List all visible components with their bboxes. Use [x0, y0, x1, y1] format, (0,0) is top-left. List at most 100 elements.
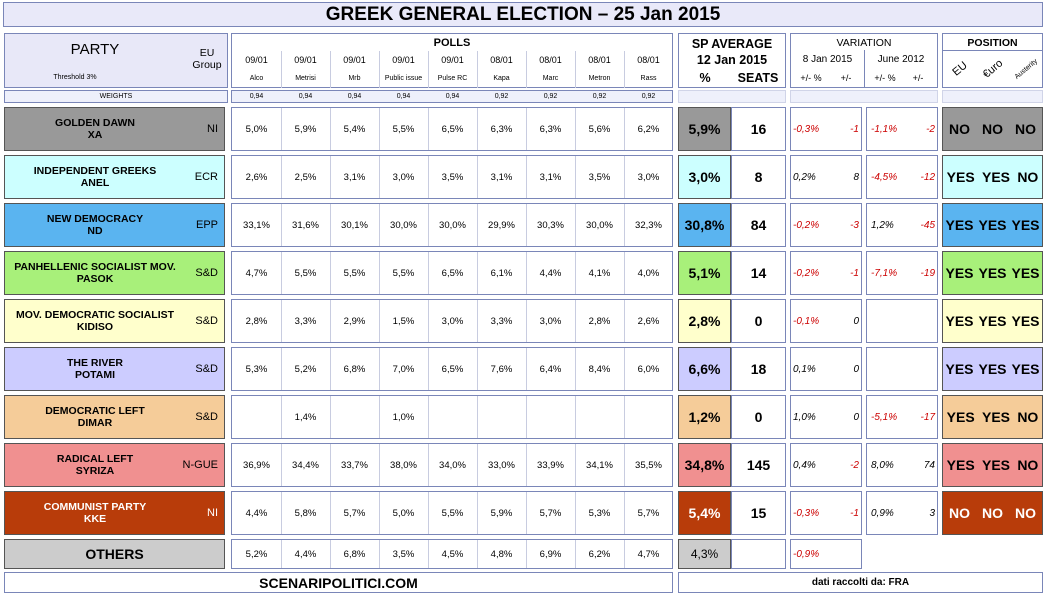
variation-june2012: -1,1% -2 [866, 107, 938, 151]
poll-divider [526, 540, 527, 568]
poll-institute: Metrisi [295, 74, 316, 82]
poll-value: 30,1% [341, 219, 368, 231]
poll-value: 5,5% [441, 507, 464, 519]
poll-value: 7,0% [392, 363, 415, 375]
poll-value: 33,9% [537, 459, 564, 471]
position-row: YES YES YES [942, 251, 1043, 295]
poll-divider [526, 300, 527, 342]
variation-title: VARIATION [836, 37, 892, 49]
poll-value: 3,1% [539, 171, 562, 183]
position-row: YES YES YES [942, 203, 1043, 247]
poll-divider [477, 492, 478, 534]
poll-value: 4,1% [588, 267, 611, 279]
poll-value: 29,9% [488, 219, 515, 231]
poll-value: 4,0% [637, 267, 660, 279]
poll-value: 3,5% [588, 171, 611, 183]
var1-seats: -3 [850, 219, 859, 231]
variation-8jan: 0,1% 0 [790, 347, 862, 391]
poll-divider [477, 300, 478, 342]
variation-8jan: -0,3% -1 [790, 491, 862, 535]
poll-divider [575, 252, 576, 294]
poll-divider [379, 396, 380, 438]
seats-value: 18 [731, 347, 786, 391]
poll-value: 5,9% [294, 123, 317, 135]
party-header-label: PARTY [70, 40, 120, 58]
poll-value: 6,3% [490, 123, 513, 135]
poll-value: 3,1% [490, 171, 513, 183]
poll-divider [428, 252, 429, 294]
var2-pct [871, 348, 911, 390]
position-austerity: NO [1017, 457, 1039, 473]
variation-date-2: June 2012 [877, 54, 925, 65]
position-austerity: YES [1011, 265, 1040, 281]
poll-divider [477, 51, 478, 88]
variation-header: VARIATION 8 Jan 2015 June 2012 +/- % +/- +/- … [790, 33, 938, 88]
poll-value [477, 396, 526, 438]
var1-seats: 0 [853, 411, 859, 423]
var2-seats-header: +/- [912, 73, 924, 83]
party-row-label: COMMUNIST PARTY KKE NI [4, 491, 225, 535]
poll-divider [477, 252, 478, 294]
poll-value: 34,0% [439, 459, 466, 471]
poll-divider [379, 108, 380, 150]
var2-seats: 74 [923, 459, 935, 471]
poll-value: 5,6% [588, 123, 611, 135]
poll-divider [379, 156, 380, 198]
poll-date: 08/01 [539, 55, 562, 65]
poll-value: 30,0% [390, 219, 417, 231]
poll-divider [330, 444, 331, 486]
poll-value: 5,7% [343, 507, 366, 519]
position-euro: NO [982, 505, 1003, 521]
poll-value: 2,5% [294, 171, 317, 183]
position-eu: YES [945, 361, 974, 377]
party-eu-group: S&D [195, 363, 218, 375]
poll-divider [281, 300, 282, 342]
var1-pct: -0,3% [793, 123, 820, 135]
position-euro: YES [978, 265, 1007, 281]
poll-divider [624, 204, 625, 246]
poll-divider [624, 156, 625, 198]
poll-value: 4,7% [245, 267, 268, 279]
poll-values-row: 5,0% 5,9% 5,4% 5,5% 6,5% 6,3% 6,3% 5,6% 6,2% [231, 107, 673, 151]
party-name-full: RADICAL LEFT [56, 453, 134, 465]
poll-divider [330, 300, 331, 342]
poll-date: 09/01 [441, 55, 464, 65]
page-title: GREEK GENERAL ELECTION – 25 Jan 2015 [3, 2, 1043, 27]
poll-date: 09/01 [245, 55, 268, 65]
var2-pct: 1,2% [871, 219, 894, 231]
weights-sp-box [678, 90, 786, 103]
party-name-full: THE RIVER [66, 357, 123, 369]
poll-values-row: 1,4% 1,0% [231, 395, 673, 439]
poll-value: 36,9% [243, 459, 270, 471]
poll-divider [477, 396, 478, 438]
party-abbreviation: KIDISO [76, 321, 114, 333]
party-row-label: THE RIVER POTAMI S&D [4, 347, 225, 391]
poll-value: 5,5% [294, 267, 317, 279]
poll-value: 3,0% [539, 315, 562, 327]
poll-value: 2,6% [245, 171, 268, 183]
variation-8jan: -0,2% -1 [790, 251, 862, 295]
weights-label-box [4, 90, 228, 103]
poll-values-row: 33,1% 31,6% 30,1% 30,0% 30,0% 29,9% 30,3% 30,0%… [231, 203, 673, 247]
variation-june2012: 0,9% 3 [866, 491, 938, 535]
sp-average-value: 30,8% [678, 203, 731, 247]
position-austerity: NO [1017, 169, 1039, 185]
poll-divider [428, 108, 429, 150]
polls-header: POLLS 09/01 Alco 09/01 Metrisi 09/01 Mrb 09/01 P… [231, 33, 673, 88]
poll-divider [526, 252, 527, 294]
party-eu-group: S&D [195, 267, 218, 279]
poll-weight: 0,94 [347, 93, 362, 100]
var2-pct: -1,1% [871, 123, 898, 135]
sp-average-value: 5,1% [678, 251, 731, 295]
party-name-full: COMMUNIST PARTY [43, 501, 147, 513]
party-abbreviation: DIMAR [77, 417, 113, 429]
sp-average-value: 34,8% [678, 443, 731, 487]
position-austerity: NO [1015, 121, 1036, 137]
var2-pct: 0,9% [871, 507, 894, 519]
poll-value: 5,2% [294, 363, 317, 375]
seats-value: 15 [731, 491, 786, 535]
party-name-full: MOV. DEMOCRATIC SOCIALIST [15, 309, 175, 321]
variation-june2012 [866, 299, 938, 343]
party-abbreviation: ANEL [80, 177, 110, 189]
poll-divider [575, 108, 576, 150]
